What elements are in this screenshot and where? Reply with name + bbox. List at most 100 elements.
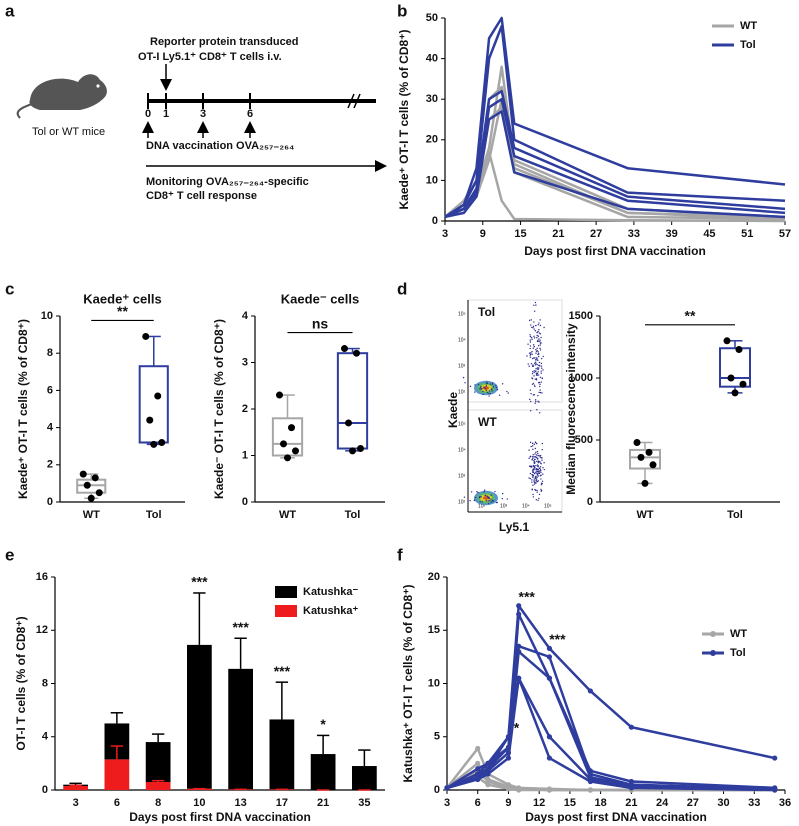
data-point — [546, 675, 553, 681]
x-tick-label: Tol — [727, 509, 743, 521]
panel-label: f — [397, 545, 403, 564]
flow-tick-label: 10⁴ — [458, 447, 466, 453]
flow-event — [533, 384, 536, 386]
x-tick-label: 39 — [666, 228, 678, 240]
flow-event — [532, 454, 534, 456]
mouse-icon — [29, 74, 107, 110]
data-point — [731, 389, 739, 397]
flow-event — [539, 344, 541, 346]
flow-event — [536, 336, 538, 339]
data-point — [628, 724, 634, 730]
flow-event — [533, 362, 536, 364]
data-point — [357, 445, 364, 453]
flow-event — [489, 499, 491, 502]
flow-event — [506, 498, 508, 500]
significance: ** — [685, 308, 696, 324]
x-tick-label: 21 — [552, 228, 564, 240]
x-tick-label: 35 — [358, 797, 370, 809]
data-point — [727, 374, 735, 382]
flow-event — [540, 381, 542, 383]
flow-event — [534, 472, 536, 474]
flow-event — [536, 457, 539, 460]
flow-event — [534, 399, 537, 401]
y-tick-label: 16 — [36, 571, 48, 583]
flow-event — [464, 382, 466, 384]
flow-event — [537, 359, 539, 362]
flow-event — [533, 460, 535, 462]
data-point — [475, 766, 481, 772]
flow-event — [532, 476, 534, 478]
flow-event — [529, 356, 532, 358]
flow-label: WT — [478, 415, 497, 429]
flow-event — [533, 481, 535, 483]
data-point — [633, 438, 641, 446]
flow-event — [474, 496, 477, 499]
bar-segment — [269, 719, 295, 790]
y-axis-label: OT-I T cells (% of CD8⁺) — [14, 616, 28, 750]
flow-event — [532, 493, 534, 496]
x-tick-label: WT — [279, 509, 296, 521]
flow-event — [481, 388, 483, 390]
flow-event — [526, 355, 528, 357]
bar-segment — [104, 759, 130, 790]
x-tick-label: Tol — [146, 509, 162, 521]
flow-event — [537, 480, 539, 482]
flow-event — [536, 367, 539, 369]
flow-event — [537, 351, 539, 353]
flow-event — [489, 393, 492, 395]
x-tick-label: WT — [636, 509, 653, 521]
flow-event — [536, 364, 538, 366]
flow-event — [534, 476, 537, 479]
flow-event — [535, 324, 537, 327]
flow-event — [542, 473, 544, 475]
flow-event — [506, 390, 508, 393]
flow-event — [534, 301, 537, 304]
y-tick-label: 1000 — [569, 372, 593, 384]
x-tick-label: 9 — [480, 228, 486, 240]
flow-event — [543, 462, 545, 464]
flow-event — [538, 328, 540, 331]
timeline-break — [353, 93, 361, 109]
flow-event — [537, 323, 539, 326]
flow-event — [535, 472, 538, 474]
flow-tick-label: 10² — [458, 499, 466, 505]
y-tick-label: 40 — [426, 53, 438, 65]
significance: *** — [549, 631, 566, 647]
flow-event — [531, 479, 533, 481]
flow-event — [473, 499, 476, 502]
x-axis-label: Days post first DNA vaccination — [525, 810, 707, 824]
data-point — [516, 675, 522, 681]
flow-event — [531, 377, 533, 379]
flow-event — [501, 497, 503, 500]
flow-event — [532, 347, 534, 349]
flow-event — [492, 386, 495, 388]
x-tick-label: 12 — [533, 797, 545, 809]
flow-event — [537, 355, 540, 358]
bar-segment — [63, 786, 88, 790]
flow-event — [532, 445, 534, 447]
flow-event — [537, 400, 539, 403]
flow-event — [469, 499, 471, 502]
flow-event — [533, 456, 535, 458]
flow-event — [539, 324, 542, 327]
data-point — [516, 603, 522, 609]
flow-event — [533, 310, 536, 312]
flow-event — [539, 383, 541, 386]
flow-event — [529, 398, 531, 401]
data-point — [280, 440, 287, 448]
flow-event — [535, 464, 537, 467]
data-point — [83, 481, 91, 489]
flow-event — [537, 374, 540, 376]
diagram-text: Reporter protein transduced — [150, 36, 299, 48]
flow-tick-label: 10³ — [458, 363, 466, 369]
flow-label: Tol — [478, 305, 495, 319]
flow-event — [538, 361, 541, 364]
data-point — [628, 785, 634, 791]
flow-event — [487, 502, 490, 505]
y-axis-label: Kaede⁺ OT-I T cells (% of CD8⁺) — [397, 29, 411, 209]
x-tick-label: 24 — [656, 797, 669, 809]
flow-event — [540, 463, 542, 465]
data-point — [485, 771, 491, 777]
flow-event — [538, 497, 540, 500]
y-tick-label: 12 — [36, 624, 48, 636]
